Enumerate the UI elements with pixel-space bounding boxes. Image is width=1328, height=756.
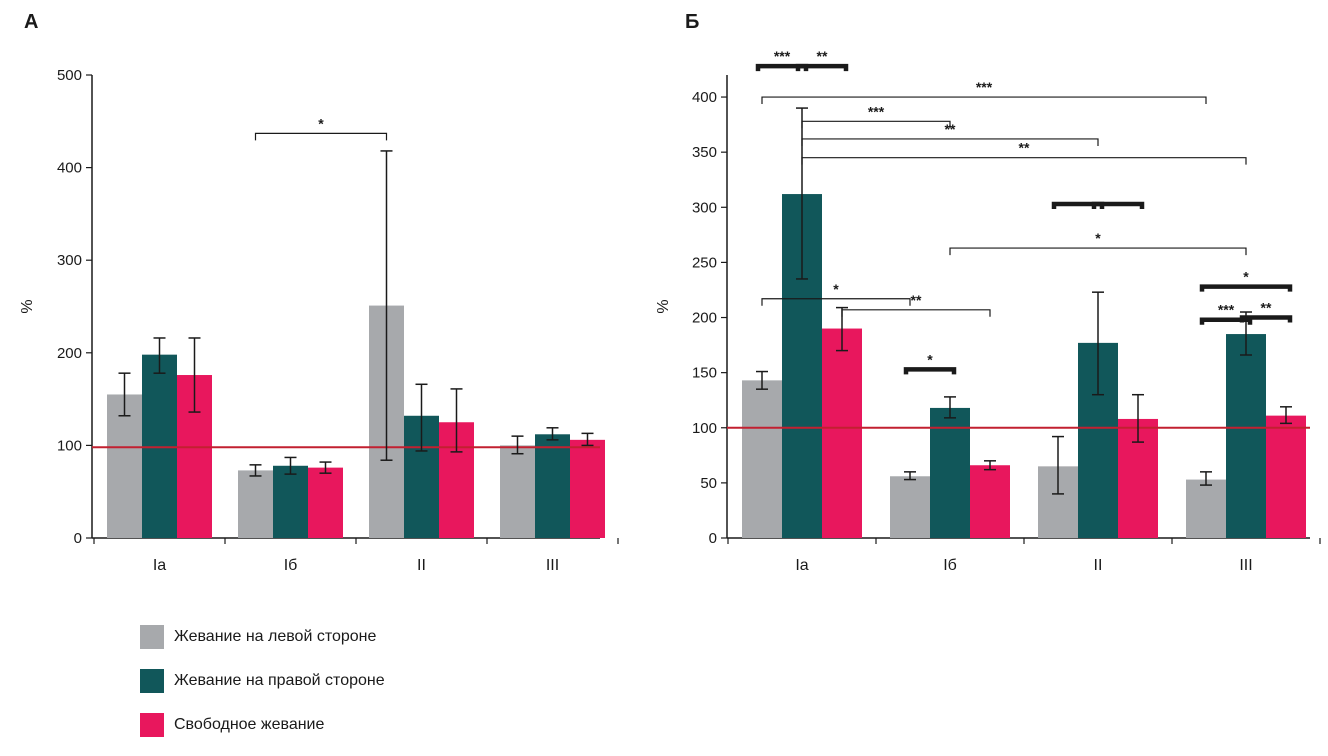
x-tick-label: II: [417, 557, 426, 574]
significance-bracket: [755, 63, 809, 72]
significance-bracket: [949, 247, 1247, 256]
y-tick-label: 200: [692, 310, 717, 327]
y-tick-label: 150: [692, 365, 717, 382]
bar: [930, 407, 970, 538]
x-tick-label: II: [1094, 557, 1103, 574]
significance-bracket: [1239, 315, 1293, 323]
x-tick-label: Ia: [153, 557, 166, 574]
bar: [970, 465, 1010, 538]
panel-label: А: [24, 11, 38, 33]
significance-label: ***: [1218, 302, 1235, 318]
y-tick-label: 400: [692, 89, 717, 106]
legend-item-free: Свободное жевание: [140, 712, 385, 738]
bar: [107, 394, 142, 538]
significance-label: **: [1261, 300, 1272, 316]
significance-bracket: [761, 96, 1207, 105]
x-tick-label: Iб: [284, 557, 298, 574]
legend-swatch-free: [140, 713, 164, 737]
significance-label: *: [1243, 269, 1249, 285]
significance-bracket: [1199, 284, 1293, 292]
x-tick-label: III: [1239, 557, 1252, 574]
significance-bracket: [801, 138, 1099, 146]
legend-item-left: Жевание на левой стороне: [140, 624, 385, 650]
significance-label: *: [927, 351, 933, 367]
bar: [238, 470, 273, 538]
y-tick-label: 250: [692, 254, 717, 271]
significance-bracket: [841, 309, 991, 317]
bar: [822, 328, 862, 538]
y-tick-label: 50: [700, 475, 717, 492]
legend-label-free: Свободное жевание: [174, 716, 325, 733]
bar: [890, 476, 930, 538]
legend: Жевание на левой стороне Жевание на прав…: [140, 624, 385, 756]
significance-bracket: [1051, 201, 1105, 209]
bar: [1266, 415, 1306, 538]
y-tick-label: 100: [57, 437, 82, 454]
bar: [1186, 479, 1226, 538]
bar: [308, 467, 343, 538]
y-tick-label: 0: [709, 530, 717, 547]
legend-label-right: Жевание на правой стороне: [174, 672, 385, 689]
panel-label: Б: [685, 11, 699, 33]
significance-bracket: [801, 120, 951, 129]
y-tick-label: 0: [74, 530, 82, 547]
significance-label: *: [318, 115, 324, 131]
significance-bracket: [1199, 317, 1253, 325]
significance-label: **: [817, 48, 828, 64]
y-tick-label: 350: [692, 144, 717, 161]
x-tick-label: Ia: [795, 557, 808, 574]
x-tick-label: III: [546, 557, 559, 574]
legend-swatch-right: [140, 669, 164, 693]
legend-item-right: Жевание на правой стороне: [140, 668, 385, 694]
legend-label-left: Жевание на левой стороне: [174, 628, 377, 645]
y-tick-label: 200: [57, 345, 82, 362]
y-axis-label: %: [655, 299, 672, 313]
significance-label: *: [833, 281, 839, 297]
y-tick-label: 400: [57, 160, 82, 177]
bar: [570, 439, 605, 538]
significance-label: *: [1095, 230, 1101, 246]
bar: [535, 434, 570, 538]
significance-label: ***: [868, 103, 885, 119]
y-tick-label: 300: [692, 199, 717, 216]
y-tick-label: 100: [692, 420, 717, 437]
significance-bracket: [801, 157, 1247, 165]
significance-label: ***: [774, 48, 791, 64]
significance-bracket: [761, 298, 911, 306]
significance-bracket: [903, 367, 957, 375]
significance-label: **: [911, 292, 922, 308]
y-tick-label: 300: [57, 252, 82, 269]
y-tick-label: 500: [57, 67, 82, 84]
bar: [1226, 334, 1266, 538]
significance-label: **: [945, 121, 956, 137]
legend-swatch-left: [140, 625, 164, 649]
significance-bracket: [1091, 201, 1145, 209]
y-axis-label: %: [19, 299, 36, 313]
bar: [273, 465, 308, 538]
significance-label: ***: [976, 79, 993, 95]
bar: [500, 445, 535, 538]
x-tick-label: Iб: [943, 557, 957, 574]
significance-bracket: [795, 63, 849, 72]
significance-label: **: [1019, 140, 1030, 156]
significance-bracket: [254, 132, 388, 141]
bar: [742, 380, 782, 538]
